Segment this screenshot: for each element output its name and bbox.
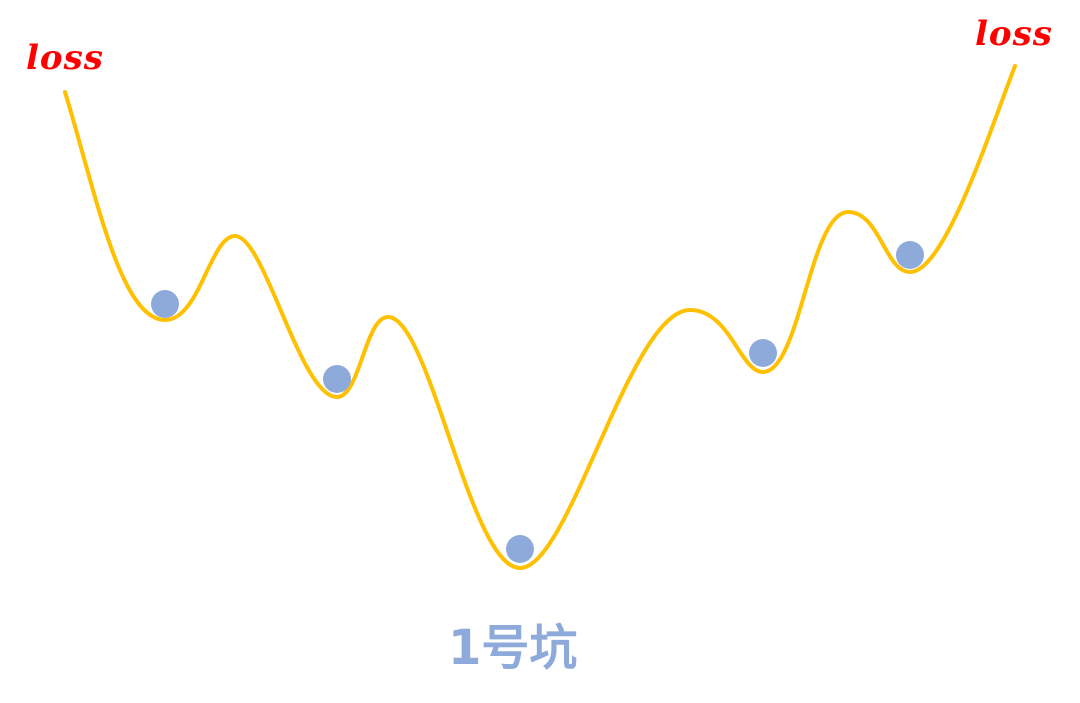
loss-label-right: loss (975, 14, 1053, 54)
loss-label-left: loss (26, 38, 104, 78)
ball-local-minimum-4 (896, 241, 924, 269)
ball-local-minimum-2 (323, 365, 351, 393)
ball-local-minimum-3 (749, 339, 777, 367)
pit-label: 1号坑 (448, 620, 578, 676)
loss-curve (63, 64, 1017, 571)
ball-local-minimum-1 (151, 290, 179, 318)
ball-global-minimum (506, 535, 534, 563)
